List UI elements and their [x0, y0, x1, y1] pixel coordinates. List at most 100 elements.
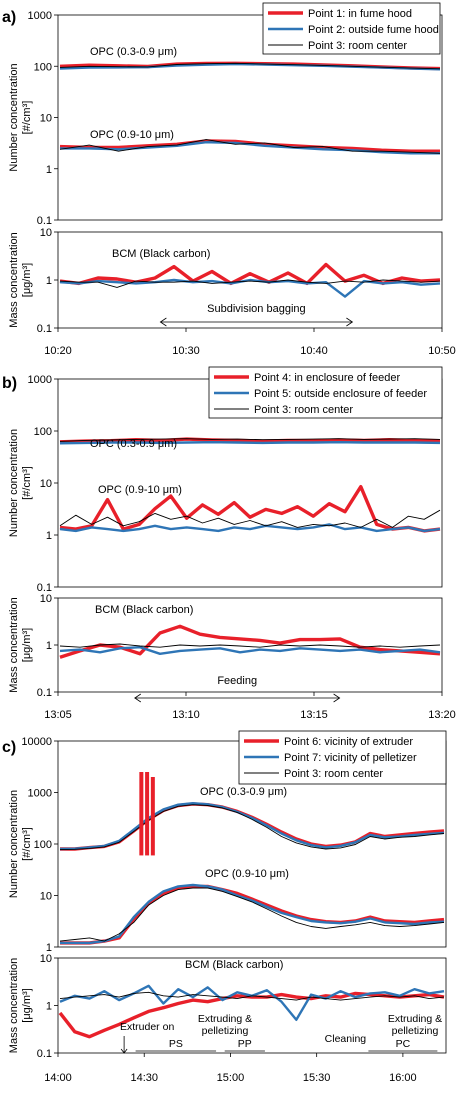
panel-b-series-2-opc-0309-line: [59, 441, 441, 445]
panel-c-legend-label-2: Point 7: vicinity of pelletizer: [284, 752, 417, 764]
panel-a-top-ytick-label: 0.1: [37, 215, 52, 227]
panel-a-label: a): [2, 9, 16, 26]
panel-b-annotation-bcm: BCM (Black carbon): [95, 604, 193, 616]
panel-c-bottom-ylabel: Mass concentration: [8, 958, 20, 1053]
panel-c-arrow-extruder-on: [120, 1036, 128, 1054]
panel-b-xtick-label: 13:05: [44, 709, 72, 721]
panel-a-xtick-label: 10:20: [44, 345, 72, 357]
panel-a-bracket-label: Subdivision bagging: [207, 303, 305, 315]
panel-a-top-ytick-label: 100: [34, 61, 52, 73]
panel-b-bottom-ytick-label: 1: [46, 640, 52, 652]
panel-c-annotation-opc-0910: OPC (0.9-10 μm): [205, 868, 289, 880]
panel-a-series-2-opc-0910-line: [60, 141, 440, 155]
panel-a-legend-label-1: Point 1: in fume hood: [308, 8, 412, 20]
panel-c-annotation-extruding-ps-2: pelletizing: [202, 1025, 249, 1037]
panel-b-bracket-label: Feeding: [217, 675, 257, 687]
panel-c-bottom-ytick-label: 0.1: [37, 1048, 52, 1060]
panel-b-series-2-bcm-line: [59, 646, 441, 655]
panel-c-series-3-opc-0910-line: [59, 887, 445, 942]
panel-b-bottom-ylabel: [μg/m³]: [21, 628, 33, 662]
panel-c-xtick-label: 14:00: [44, 1072, 72, 1084]
panel-b-bracket-right-arrow: [333, 693, 341, 703]
panel-a-bracket-right-arrow: [346, 317, 354, 327]
panel-c-top-ytick-label: 1000: [28, 788, 52, 800]
panel-b-top-ytick-label: 10: [40, 478, 52, 490]
panel-c-series-1-bcm-line: [58, 991, 445, 1039]
panel-a-series-3-opc-0309-line: [59, 62, 441, 70]
panel-a-xtick-label: 10:40: [300, 345, 328, 357]
panel-c-xtick-label: 15:00: [217, 1072, 245, 1084]
panel-b-top-ytick-label: 1: [46, 530, 52, 542]
panel-a-series-2-bcm-line: [59, 278, 441, 298]
panel-b-annotation-opc-0910: OPC (0.9-10 μm): [98, 484, 182, 496]
panel-c-series-2-opc-0309-line: [59, 802, 445, 851]
panel-c-bottom-ytick-label: 10: [40, 953, 52, 965]
panel-b-annotation-opc-0309: OPC (0.3-0.9 μm): [90, 438, 177, 450]
panel-c-bottom-plot-frame: [57, 957, 447, 1054]
panel-a-annotation-bcm: BCM (Black carbon): [112, 248, 210, 260]
panel-c-top-ylabel: [#/cm³]: [21, 827, 33, 861]
panel-a-series-1-opc-0910-line: [59, 139, 440, 153]
panel-b-series-3-bcm-line: [59, 643, 441, 648]
panel-c-series-3-opc-0309-line: [59, 804, 445, 851]
panel-b-top-ylabel: [#/cm³]: [21, 466, 33, 500]
panel-a-top-ylabel: [#/cm³]: [21, 101, 33, 135]
panel-c-spike-bar: [145, 772, 150, 856]
panel-a-annotation-opc-0910: OPC (0.9-10 μm): [90, 129, 174, 141]
panel-b-top-ytick-label: 100: [34, 426, 52, 438]
panel-a-series-3-bcm-line: [59, 279, 441, 288]
panel-c-top-ytick-label: 1: [46, 942, 52, 954]
panel-a-bottom-ylabel: [μg/m³]: [21, 263, 33, 297]
panel-c-spike-bar: [150, 776, 155, 856]
panel-a-series-3-opc-0910-line: [59, 139, 441, 154]
panel-b-legend-label-3: Point 3: room center: [254, 404, 353, 416]
panel-c-xtick-label: 15:30: [303, 1072, 331, 1084]
panel-c-xtick-label: 16:00: [389, 1072, 417, 1084]
panel-a-bottom-ytick-label: 10: [40, 227, 52, 239]
panel-b-top-ytick-label: 0.1: [37, 582, 52, 594]
panel-a-bottom-ytick-label: 1: [46, 275, 52, 287]
panel-a-bottom-ytick-label: 0.1: [37, 323, 52, 335]
panel-b-legend-label-2: Point 5: outside enclosure of feeder: [254, 388, 427, 400]
panel-c-annotation-pc: PC: [396, 1038, 411, 1050]
panel-a-top-ytick-label: 10: [40, 113, 52, 125]
panel-a-bottom-ylabel: Mass concentration: [8, 232, 20, 327]
panel-b-series-1-opc-0309-line: [59, 437, 441, 444]
panel-a-top-ylabel: Number concentration: [8, 63, 20, 171]
panel-c-top-ytick-label: 100: [34, 839, 52, 851]
panel-b-bracket-left-arrow: [134, 693, 142, 703]
panel-c-bottom-ytick-label: 1: [46, 1001, 52, 1013]
panel-b-label: b): [2, 375, 17, 392]
panel-b-xtick-label: 13:15: [300, 709, 328, 721]
panel-a-bracket-left-arrow: [159, 317, 167, 327]
panel-c-bottom-ylabel: [μg/m³]: [21, 988, 33, 1022]
panel-a-xtick-label: 10:30: [172, 345, 200, 357]
panel-a-top-ytick-label: 1000: [28, 10, 52, 22]
panel-c-legend-label-3: Point 3: room center: [284, 768, 383, 780]
panel-c-annotation-extruding-pc-2: pelletizing: [392, 1025, 439, 1037]
panel-b-top-ylabel: Number concentration: [8, 429, 20, 537]
panel-b-series-1-opc-0910-line: [59, 485, 441, 533]
panel-a-legend-label-3: Point 3: room center: [308, 40, 407, 52]
panel-c-top-ytick-label: 10000: [21, 736, 52, 748]
panel-c-annotation-opc-0309: OPC (0.3-0.9 μm): [200, 786, 287, 798]
panel-b-bottom-ylabel: Mass concentration: [8, 597, 20, 692]
panel-b-series-2-opc-0910-line: [59, 523, 441, 533]
panel-b-xtick-label: 13:10: [172, 709, 200, 721]
panel-c-spike-bar: [139, 772, 144, 856]
panel-c-annotation-pp: PP: [238, 1038, 252, 1050]
panel-c-annotation-bcm: BCM (Black carbon): [185, 959, 283, 971]
panel-c-label: c): [2, 739, 16, 756]
panel-c-top-ylabel: Number concentration: [8, 790, 20, 898]
panel-c-annotation-ps: PS: [169, 1038, 183, 1050]
panel-c-legend-label-1: Point 6: vicinity of extruder: [284, 736, 413, 748]
panel-c-top-ytick-label: 10: [40, 891, 52, 903]
panel-c-annotation-extruding-ps-1: Extruding &: [198, 1013, 252, 1025]
panel-c-series-3-bcm-line: [59, 991, 445, 1001]
panel-b-legend-label-1: Point 4: in enclosure of feeder: [254, 372, 400, 384]
panel-c-annotation-extruding-pc-1: Extruding &: [388, 1013, 442, 1025]
panel-a-top-ytick-label: 1: [46, 164, 52, 176]
panel-a-annotation-opc-0309: OPC (0.3-0.9 μm): [90, 46, 177, 58]
panel-c-annotation-cleaning: Cleaning: [325, 1033, 367, 1045]
